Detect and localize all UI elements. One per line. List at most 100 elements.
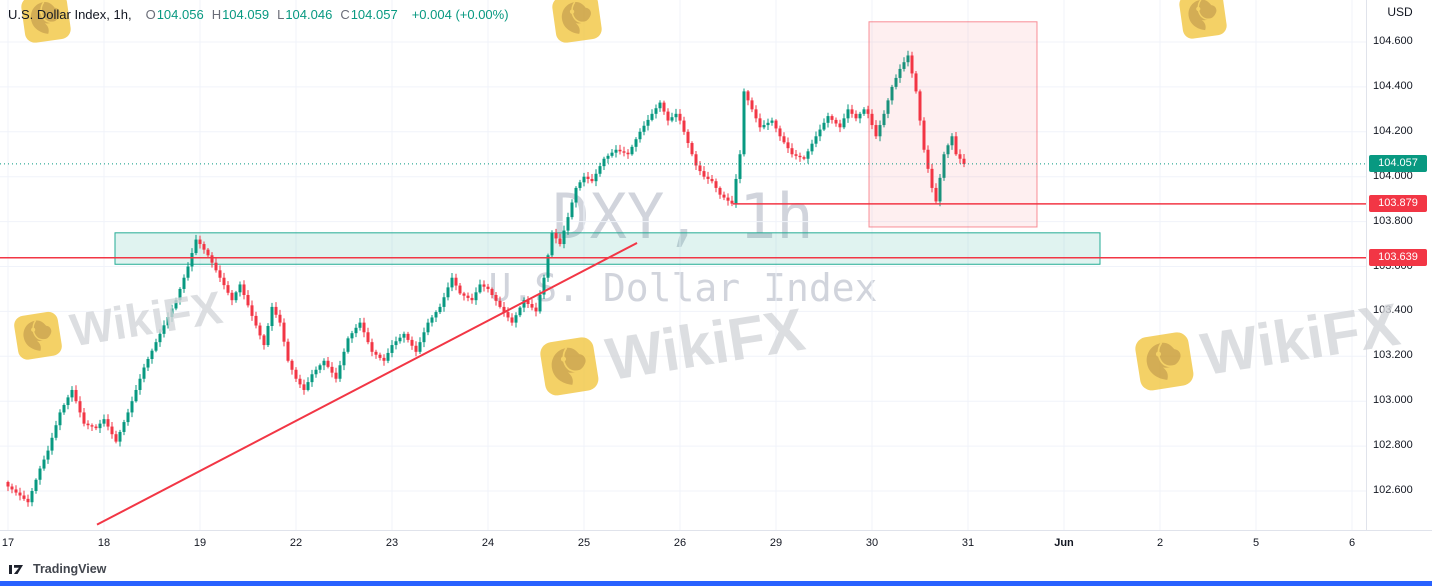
candle-body (174, 300, 178, 309)
candle-body (382, 357, 386, 361)
candle-body (374, 351, 378, 355)
candle-body (914, 73, 918, 92)
candle-body (594, 173, 598, 182)
candle-body (442, 297, 446, 307)
candle-body (798, 155, 802, 158)
trendline (96, 242, 638, 526)
candle-body (690, 143, 694, 155)
candle-body (546, 255, 550, 278)
candle-body (666, 111, 670, 121)
candle-body (334, 372, 338, 379)
candle-body (890, 86, 894, 101)
candle-body (342, 351, 346, 366)
candle-body (226, 285, 230, 293)
candle-body (710, 178, 714, 182)
candle-body (590, 178, 594, 182)
candle-body (506, 312, 510, 318)
candle-body (834, 119, 838, 124)
candle-body (826, 116, 830, 123)
candle-body (122, 422, 126, 432)
price-axis[interactable]: USD 104.600 104.400 104.200 104.000 103.800 1… (1366, 0, 1432, 530)
time-tick-label: 22 (289, 537, 303, 549)
candle-body (738, 154, 742, 179)
price-tick-label: 103.800 (1373, 214, 1413, 227)
candle-body (22, 495, 26, 499)
candle-body (938, 177, 942, 202)
price-tick-label: 104.200 (1373, 124, 1413, 137)
candle-body (106, 419, 110, 427)
candle-body (466, 295, 470, 298)
candle-body (906, 55, 910, 63)
candle-body (898, 68, 902, 78)
candle-body (742, 91, 746, 155)
candle-body (926, 149, 930, 169)
time-tick-label: 19 (193, 537, 207, 549)
candle-body (558, 238, 562, 245)
candle-body (58, 412, 62, 426)
price-tick-label: 102.600 (1373, 484, 1413, 496)
candle-body (614, 149, 618, 153)
candle-body (730, 200, 734, 204)
candle-body (90, 425, 94, 427)
price-tick-label: 104.400 (1373, 79, 1413, 92)
candle-body (698, 165, 702, 172)
price-label-badge: 103.639 (1369, 249, 1427, 267)
candle-body (346, 338, 350, 352)
candle-body (790, 148, 794, 155)
candle-body (402, 333, 406, 338)
candle-body (74, 389, 78, 402)
candle-body (758, 118, 762, 128)
candle-body (918, 91, 922, 121)
tradingview-label[interactable]: TradingView (33, 562, 107, 576)
candlestick-chart[interactable] (0, 0, 1366, 530)
candle-body (170, 308, 174, 318)
candle-body (734, 178, 738, 204)
candle-body (418, 342, 422, 352)
candle-body (330, 366, 334, 373)
candle-body (810, 143, 814, 152)
candle-body (66, 397, 70, 406)
candle-body (190, 253, 194, 267)
candle-body (398, 337, 402, 342)
candle-body (554, 232, 558, 239)
candle-body (654, 108, 658, 114)
candle-body (294, 369, 298, 379)
candle-body (850, 109, 854, 114)
candle-body (530, 303, 534, 308)
candle-body (6, 482, 10, 487)
candle-body (322, 360, 326, 366)
candle-body (586, 176, 590, 179)
candle-body (370, 342, 374, 352)
candle-body (62, 405, 66, 413)
candle-body (206, 249, 210, 256)
candle-body (478, 284, 482, 293)
candle-body (610, 152, 614, 156)
candle-body (298, 378, 302, 385)
candle-body (662, 102, 666, 112)
candle-body (126, 412, 130, 423)
chart-area[interactable]: DXY, 1h U.S. Dollar Index U.S. Dollar In… (0, 0, 1404, 530)
candle-body (50, 437, 54, 451)
price-tick-label: 104.600 (1373, 35, 1413, 47)
candle-body (86, 423, 90, 426)
candle-body (486, 286, 490, 289)
candle-body (10, 486, 14, 490)
price-tick-label: 103.200 (1373, 349, 1413, 362)
candle-body (578, 182, 582, 188)
candle-body (218, 270, 222, 278)
time-axis[interactable]: 17 18 19 22 23 24 25 26 29 30 31 Jun 2 5 6 (0, 530, 1432, 557)
candle-body (266, 325, 270, 346)
highlight-box (868, 21, 1038, 228)
candle-body (766, 122, 770, 126)
candle-body (866, 109, 870, 114)
tradingview-logo-icon[interactable] (8, 562, 28, 577)
candle-body (642, 125, 646, 132)
candle-body (870, 113, 874, 126)
candle-body (934, 187, 938, 202)
time-tick-label: 5 (1252, 537, 1260, 549)
candle-body (518, 307, 522, 316)
candle-body (34, 479, 38, 491)
candle-body (750, 100, 754, 110)
candle-body (42, 459, 46, 469)
